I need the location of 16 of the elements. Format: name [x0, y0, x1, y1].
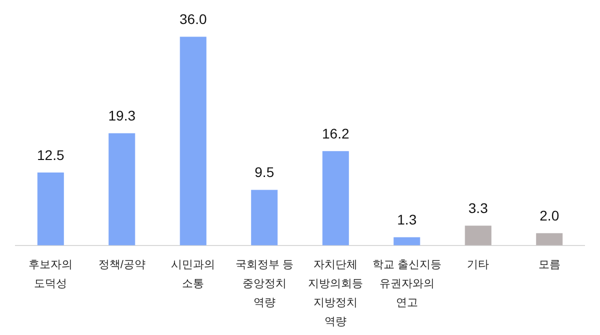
x-tick-label: 국회정부 등 중앙정치 역량	[235, 259, 294, 309]
x-tick-label: 시민과의 소통	[171, 259, 216, 290]
x-tick-label: 모름	[538, 259, 560, 271]
data-label: 12.5	[37, 146, 64, 163]
data-label: 9.5	[254, 164, 274, 180]
x-tick-label: 정책/공약	[98, 259, 146, 271]
data-label: 36.0	[180, 11, 207, 27]
data-label: 19.3	[108, 107, 136, 124]
x-tick-label: 자치단체 지방의회등 지방정치 역량	[308, 259, 364, 328]
data-label: 2.0	[540, 207, 560, 224]
x-tick-label: 후보자의 도덕성	[28, 259, 73, 290]
data-label: 16.2	[322, 125, 350, 142]
x-tick-label: 기타	[467, 259, 490, 271]
x-tick-label: 학교 출신지등 유권자와의 연고	[372, 259, 442, 309]
data-label: 3.3	[468, 200, 488, 216]
data-label: 1.3	[397, 211, 417, 228]
